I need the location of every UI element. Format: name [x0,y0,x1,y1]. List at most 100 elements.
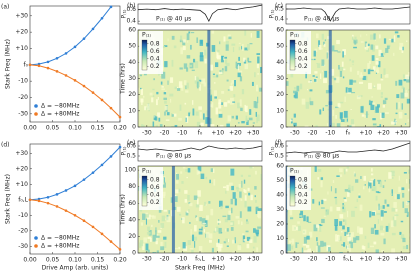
heatmap-texture [336,123,341,127]
heatmap-texture [216,226,219,233]
heatmap-texture [403,87,405,93]
heatmap-texture [408,88,410,91]
heatmap-texture [218,239,220,245]
heatmap-texture [385,225,389,232]
legend-swatch [34,236,38,240]
heatmap-texture [209,233,213,239]
heatmap-texture [179,67,183,70]
x-tick-label: 0.05 [46,257,60,264]
heatmap-texture [155,230,157,237]
heatmap-texture [247,187,250,192]
heatmap-texture [179,104,182,111]
point [55,56,59,60]
heatmap-texture [393,219,397,227]
heatmap-texture [244,47,249,51]
x-tick-label: f₀,L [343,256,353,263]
heatmap-texture [363,69,367,72]
heatmap-texture [375,72,377,74]
heatmap-texture [359,81,364,84]
trace-y-tick-label: 0.6 [274,143,284,150]
x-tick-label: +20 [229,130,242,137]
point [100,163,104,167]
heatmap-texture [388,223,390,229]
panel-label: (a) [1,4,9,11]
heatmap-texture [205,176,208,180]
heatmap-texture [343,197,346,199]
legend-label: Δ = +80MHz [41,243,79,250]
trace-title: P₍₁₎ @ 80 μs [156,153,191,160]
heatmap-texture [370,34,374,40]
y-tick-label: 60 [128,200,136,207]
heatmap-texture [219,124,224,127]
heatmap-texture [164,241,167,248]
heatmap-texture [173,113,177,117]
heatmap-texture [406,98,410,104]
heatmap-texture [401,47,404,53]
heatmap-texture [392,216,395,220]
heatmap-texture [382,185,385,189]
point [64,189,68,192]
heatmap-texture [336,175,341,177]
y-tick-label: 30 [128,75,136,82]
point [82,37,86,40]
heatmap-texture [224,218,228,223]
heatmap-texture [166,112,170,116]
heatmap-texture [354,36,357,43]
heatmap-texture [368,182,372,189]
heatmap-texture [331,45,335,52]
heatmap-texture [142,124,145,127]
heatmap-texture [400,234,405,239]
point [109,5,113,9]
heatmap-texture [324,39,327,42]
heatmap-texture [401,86,404,89]
heatmap-texture [286,251,290,253]
heatmap-texture [406,215,409,217]
heatmap-texture [206,232,210,238]
heatmap-texture [360,106,364,113]
y-tick-label: 60 [276,163,284,170]
heatmap-texture [368,60,371,64]
heatmap-texture [153,251,157,253]
heatmap-texture [178,213,182,216]
heatmap-texture [186,33,190,41]
heatmap-texture [383,211,387,213]
heatmap-texture [185,85,187,90]
heatmap-texture [237,122,240,124]
heatmap-texture [203,229,206,233]
y-tick-label: -20 [18,227,28,234]
y-tick-label: f₀ [23,61,28,68]
heatmap-texture [325,211,327,217]
heatmap-texture [314,48,318,52]
heatmap-texture [370,227,375,234]
heatmap-texture [237,72,241,78]
heatmap-texture [405,40,408,42]
colorbar-title: P₍₁₎ [142,168,151,175]
colorbar-tick-label: 0.8 [298,40,308,47]
heatmap-texture [175,189,179,194]
trace-frame [285,140,411,162]
heatmap-texture [306,235,310,240]
heatmap-texture [287,244,291,251]
heatmap-texture [233,79,236,87]
heatmap-texture [166,216,171,223]
heatmap-texture [394,214,399,217]
heatmap-texture [321,48,323,50]
heatmap-texture [228,182,233,187]
heatmap-texture [238,56,241,61]
heatmap-texture [306,216,309,223]
heatmap-texture [327,108,330,111]
y-tick-label: +30 [15,150,28,157]
heatmap-texture [249,166,253,169]
heatmap-texture [156,250,159,253]
heatmap-texture [202,222,207,224]
heatmap-texture [391,38,394,43]
heatmap-texture [252,246,255,249]
heatmap-texture [321,33,324,40]
heatmap-texture [339,70,343,77]
heatmap-texture [230,222,233,226]
heatmap-texture [226,79,229,82]
y-tick-label: 50 [276,177,284,184]
heatmap-texture [256,63,260,69]
x-tick-label: +20 [377,130,390,137]
heatmap-texture [381,213,383,221]
